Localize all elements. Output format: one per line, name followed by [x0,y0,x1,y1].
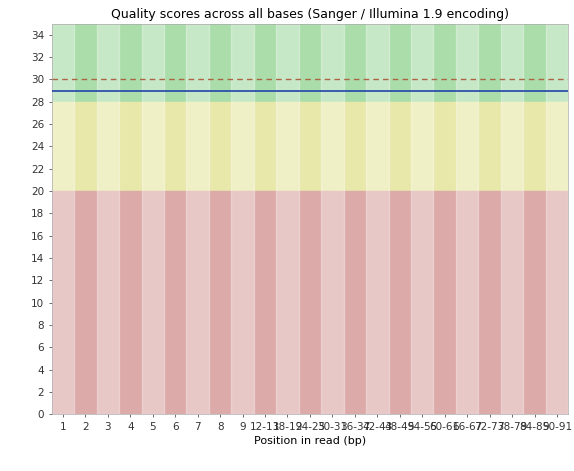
Bar [546,24,568,414]
Bar [142,24,164,414]
Bar [456,24,478,414]
Bar [96,24,119,414]
Bar [52,191,568,414]
Bar [52,24,74,414]
Bar [52,102,568,191]
X-axis label: Position in read (bp): Position in read (bp) [254,436,366,447]
Bar [231,24,254,414]
Bar [321,24,344,414]
Bar [276,24,298,414]
Title: Quality scores across all bases (Sanger / Illumina 1.9 encoding): Quality scores across all bases (Sanger … [111,8,509,21]
Bar [501,24,523,414]
Bar [187,24,209,414]
Bar [411,24,433,414]
Bar [366,24,389,414]
Bar [52,24,568,102]
